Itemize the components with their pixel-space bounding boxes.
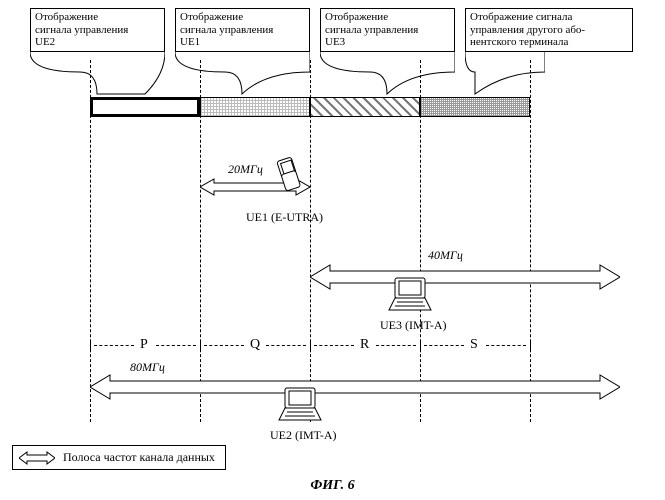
pqrs-tick — [310, 340, 311, 350]
device-label: UE2 (IMT-A) — [270, 428, 337, 443]
legend: Полоса частот канала данных — [12, 445, 226, 470]
laptop-icon — [385, 276, 435, 316]
legend-label: Полоса частот канала данных — [63, 450, 215, 465]
pqrs-seg — [486, 345, 526, 346]
callout-text: Отображение — [325, 11, 388, 23]
arrow-label: 20МГц — [228, 162, 263, 177]
callout-text: сигнала управления — [325, 24, 418, 36]
pqrs-seg — [424, 345, 464, 346]
arrow-ue2 — [90, 373, 620, 401]
callout-text: Отображение — [180, 11, 243, 23]
pqrs-tick — [90, 340, 91, 350]
laptop-icon — [275, 386, 325, 426]
block-S — [420, 97, 530, 117]
pqrs-seg — [314, 345, 354, 346]
pqrs-tick — [530, 340, 531, 350]
block-P — [90, 97, 200, 117]
pqrs-label: Q — [250, 337, 260, 353]
callout-other: Отображение сигнала управления другого а… — [465, 8, 633, 52]
callout-ue2: Отображение сигнала управления UE2 — [30, 8, 165, 52]
pqrs-label: S — [470, 337, 478, 353]
pqrs-seg — [94, 345, 134, 346]
legend-arrow-icon — [19, 451, 55, 465]
figure-caption: ФИГ. 6 — [0, 478, 665, 494]
callout-text: сигнала управления — [35, 24, 128, 36]
pqrs-seg — [266, 345, 306, 346]
callout-tail — [465, 52, 545, 97]
arrow-ue3 — [310, 263, 620, 291]
arrow-label: 80МГц — [130, 360, 165, 375]
pqrs-tick — [420, 340, 421, 350]
callout-tail — [30, 52, 165, 97]
block-R — [310, 97, 420, 117]
callout-text: UE1 — [180, 36, 200, 48]
pqrs-seg — [376, 345, 416, 346]
callout-tail — [175, 52, 310, 97]
device-label: UE3 (IMT-A) — [380, 318, 447, 333]
callout-tail — [320, 52, 455, 97]
pqrs-tick — [200, 340, 201, 350]
callout-text: нентского терминала — [470, 36, 568, 48]
pqrs-label: P — [140, 337, 148, 353]
callout-text: UE2 — [35, 36, 55, 48]
pqrs-label: R — [360, 337, 369, 353]
callout-text: Отображение — [35, 11, 98, 23]
callout-ue3: Отображение сигнала управления UE3 — [320, 8, 455, 52]
guide-line — [530, 60, 531, 422]
callout-text: Отображение сигнала — [470, 11, 572, 23]
callout-text: UE3 — [325, 36, 345, 48]
pqrs-seg — [204, 345, 244, 346]
callout-text: сигнала управления — [180, 24, 273, 36]
pqrs-seg — [156, 345, 196, 346]
arrow-label: 40МГц — [428, 248, 463, 263]
callout-text: управления другого або- — [470, 24, 585, 36]
block-Q — [200, 97, 310, 117]
device-label: UE1 (E-UTRA) — [246, 210, 323, 225]
callout-ue1: Отображение сигнала управления UE1 — [175, 8, 310, 52]
